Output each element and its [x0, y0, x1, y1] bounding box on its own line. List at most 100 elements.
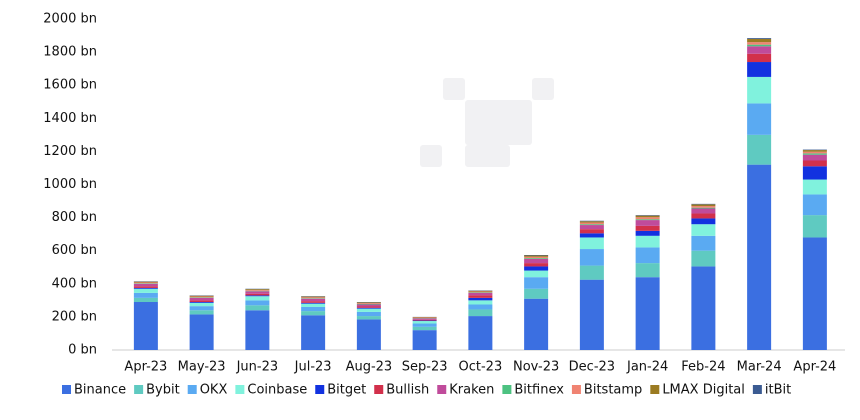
legend-label: Bitfinex: [514, 383, 564, 398]
x-tick-label: Oct-23: [459, 360, 503, 375]
bar-segment: [803, 161, 827, 167]
bar-segment: [691, 236, 715, 251]
bar-segment: [691, 208, 715, 213]
legend-label: itBit: [765, 383, 791, 398]
bar-segment: [190, 314, 214, 350]
bar-segment: [636, 236, 660, 248]
legend-swatch: [502, 385, 511, 394]
bar-segment: [747, 39, 771, 42]
bar-segment: [580, 221, 604, 222]
bar-segment: [580, 229, 604, 233]
bar-segment: [524, 289, 548, 299]
bar-segment: [301, 307, 325, 311]
bar-segment: [636, 216, 660, 218]
bar-segment: [468, 292, 492, 293]
legend-swatch: [437, 385, 446, 394]
bar-segment: [747, 135, 771, 165]
bar-segment: [691, 251, 715, 267]
legend-label: Binance: [74, 383, 126, 398]
bar-segment: [468, 293, 492, 295]
bar-segment: [134, 293, 158, 298]
y-tick-label: 200 bn: [52, 309, 97, 324]
y-tick-label: 0 bn: [68, 343, 97, 358]
bar-segment: [636, 277, 660, 350]
bar-segment: [245, 290, 269, 291]
bar-segment: [636, 217, 660, 219]
bar-segment: [803, 150, 827, 152]
legend-label: Bybit: [146, 383, 180, 398]
bar-segment: [803, 194, 827, 215]
bar-segment: [468, 295, 492, 297]
bar-segment: [301, 311, 325, 315]
bar-segment: [190, 306, 214, 310]
bar-segment: [691, 218, 715, 224]
y-tick-label: 1000 bn: [43, 177, 97, 192]
bar-segment: [301, 297, 325, 298]
bar-segment: [468, 316, 492, 350]
bar-segment: [636, 263, 660, 277]
bar-segment: [747, 45, 771, 47]
legend-swatch: [188, 385, 197, 394]
y-tick-label: 800 bn: [52, 210, 97, 225]
bar-segment: [580, 233, 604, 237]
bar-segment: [636, 226, 660, 231]
bar-segment: [190, 297, 214, 298]
bar-segment: [301, 304, 325, 307]
bar-segment: [245, 289, 269, 290]
bar-segment: [691, 224, 715, 236]
legend-label: Bitstamp: [584, 383, 642, 398]
bar-segment: [803, 166, 827, 179]
bar-segment: [357, 304, 381, 306]
legend-swatch: [134, 385, 143, 394]
bar-segment: [468, 309, 492, 316]
bar-segment: [245, 294, 269, 296]
bar-segment: [747, 62, 771, 77]
bar-segment: [134, 288, 158, 289]
legend-swatch: [315, 385, 324, 394]
bar-segment: [245, 291, 269, 293]
bar-segment: [524, 255, 548, 256]
bar-segment: [134, 286, 158, 288]
bar-segment: [468, 291, 492, 292]
bar-segment: [691, 266, 715, 350]
bar-segment: [190, 300, 214, 302]
bar-segment: [301, 315, 325, 350]
legend-label: OKX: [200, 383, 228, 398]
bar-segment: [524, 277, 548, 289]
bar-segment: [190, 302, 214, 303]
bar-segment: [245, 310, 269, 350]
bar-segment: [580, 224, 604, 225]
bar-segment: [301, 303, 325, 304]
bar-segment: [134, 282, 158, 283]
bar-segment: [413, 324, 437, 327]
bar-segment: [524, 299, 548, 350]
bar-segment: [301, 297, 325, 298]
bar-segment: [413, 321, 437, 323]
legend-swatch: [572, 385, 581, 394]
bar-segment: [245, 305, 269, 310]
bar-segment: [524, 266, 548, 270]
bar-segment: [468, 304, 492, 309]
x-tick-label: Sep-23: [402, 360, 448, 375]
x-tick-label: Mar-24: [737, 360, 782, 375]
legend-label: Bitget: [327, 383, 366, 398]
watermark: [420, 78, 554, 167]
y-tick-label: 1400 bn: [43, 111, 97, 126]
bar-segment: [747, 103, 771, 134]
bar-segment: [747, 42, 771, 44]
bar-segment: [580, 223, 604, 225]
x-tick-label: Feb-24: [681, 360, 725, 375]
bar-segment: [803, 152, 827, 154]
legend-label: Coinbase: [247, 383, 307, 398]
bar-segment: [803, 155, 827, 161]
y-tick-label: 1800 bn: [43, 45, 97, 60]
bar-segment: [134, 298, 158, 302]
bar-segment: [747, 54, 771, 62]
bar-segment: [636, 247, 660, 263]
y-tick-label: 1200 bn: [43, 144, 97, 159]
bar-segment: [357, 303, 381, 304]
x-tick-label: Nov-23: [513, 360, 559, 375]
bar-segment: [636, 219, 660, 220]
